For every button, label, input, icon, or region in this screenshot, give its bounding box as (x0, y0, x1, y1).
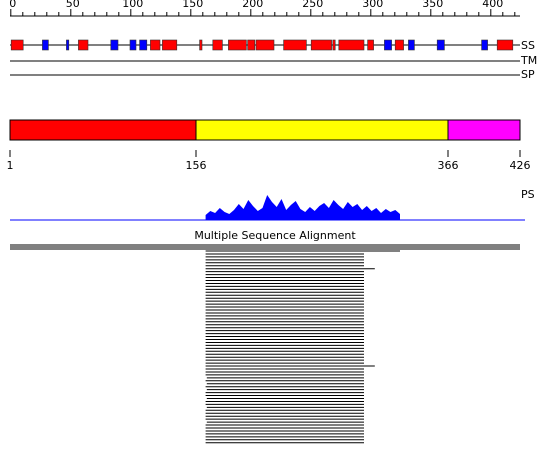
strand (129, 39, 137, 51)
helix (332, 39, 336, 51)
ruler-tick-label: 400 (482, 0, 503, 10)
strand (139, 39, 148, 51)
domain (9, 119, 197, 141)
helix (367, 39, 374, 51)
boundary-label: 1 (7, 159, 14, 172)
ruler-tick-label: 200 (242, 0, 263, 10)
helix (150, 39, 161, 51)
msa-title: Multiple Sequence Alignment (194, 229, 356, 242)
tm-label: TM (520, 54, 537, 67)
boundary-label: 366 (438, 159, 459, 172)
ruler-tick-label: 300 (362, 0, 383, 10)
strand (384, 39, 392, 51)
helix (283, 39, 307, 51)
ruler-tick-label: 50 (66, 0, 80, 10)
strand (408, 39, 415, 51)
helix (394, 39, 404, 51)
strand (110, 39, 119, 51)
strand (436, 39, 445, 51)
helix (255, 39, 275, 51)
helix (310, 39, 332, 51)
strand (481, 39, 488, 51)
ruler-tick-label: 100 (122, 0, 143, 10)
ruler-tick-label: 0 (9, 0, 16, 10)
profile-area (205, 195, 400, 220)
ruler-tick-label: 250 (302, 0, 323, 10)
sp-label: SP (521, 68, 535, 81)
domain (195, 119, 449, 141)
profile-label: PS (521, 188, 535, 201)
helix (78, 39, 89, 51)
strand (42, 39, 49, 51)
domain (447, 119, 521, 141)
helix (338, 39, 365, 51)
ruler-tick-label: 150 (182, 0, 203, 10)
ruler-tick-label: 350 (422, 0, 443, 10)
helix (212, 39, 223, 51)
boundary-label: 426 (510, 159, 531, 172)
ss-label: SS (521, 39, 535, 52)
helix (199, 39, 203, 51)
strand (66, 39, 70, 51)
helix (10, 39, 24, 51)
helix (247, 39, 256, 51)
helix (228, 39, 247, 51)
boundary-label: 156 (186, 159, 207, 172)
helix (162, 39, 178, 51)
helix (496, 39, 514, 51)
